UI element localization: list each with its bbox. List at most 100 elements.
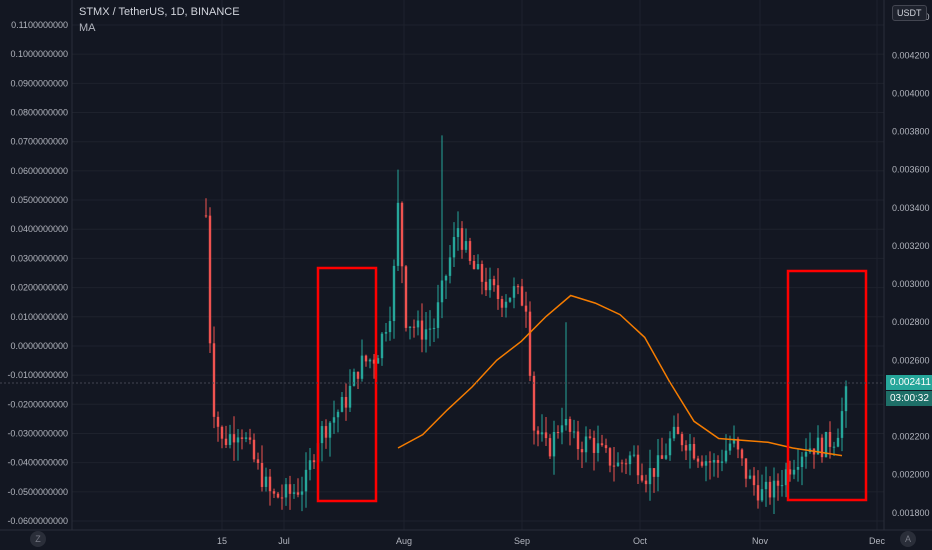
candle <box>440 135 444 319</box>
candle-body <box>496 285 500 300</box>
candle <box>548 434 552 459</box>
candle <box>232 416 236 461</box>
candle-body <box>752 475 756 486</box>
candle <box>560 407 564 445</box>
candle <box>472 254 476 270</box>
candle <box>552 420 556 475</box>
candle <box>572 419 576 439</box>
auto-scale-button[interactable]: A <box>900 531 916 547</box>
candle <box>480 260 484 295</box>
candle <box>780 469 784 497</box>
candle <box>400 201 404 284</box>
candle-body <box>736 438 740 450</box>
candle <box>248 428 252 445</box>
candle <box>720 449 724 472</box>
candle <box>732 425 736 448</box>
left-tick-label: 0.0900000000 <box>10 78 68 88</box>
candle <box>648 449 652 501</box>
right-tick-label: 0.004000 <box>892 88 930 98</box>
countdown-tag: 03:00:32 <box>886 391 932 406</box>
candle <box>260 445 264 492</box>
candle-body <box>748 475 752 479</box>
candle <box>596 425 600 462</box>
candle-body <box>740 449 744 459</box>
left-tick-label: 0.0400000000 <box>10 224 68 234</box>
candle-body <box>540 432 544 435</box>
left-tick-label: 0.1100000000 <box>11 20 68 30</box>
candle-body <box>692 444 696 459</box>
candle-body <box>744 458 748 479</box>
candle-body <box>760 489 764 501</box>
candle-body <box>688 444 692 451</box>
candle <box>320 420 324 462</box>
grid-lines <box>72 0 884 530</box>
timezone-button[interactable]: Z <box>30 531 46 547</box>
candle-body <box>604 445 608 449</box>
candle <box>264 467 268 492</box>
candle <box>332 400 336 434</box>
candle-body <box>824 431 828 458</box>
candle-body <box>828 431 832 447</box>
candle-body <box>580 449 584 453</box>
candle <box>804 438 808 469</box>
candle <box>464 228 468 253</box>
candle <box>508 297 512 303</box>
candle-body <box>488 279 492 291</box>
candle <box>692 437 696 461</box>
candle <box>696 455 700 468</box>
candle-body <box>728 443 732 451</box>
candle-body <box>516 286 520 288</box>
candle-body <box>436 302 440 328</box>
candle-body <box>420 320 424 340</box>
candle <box>772 467 776 514</box>
candle-body <box>524 305 528 312</box>
candle-body <box>804 452 808 457</box>
candle-body <box>444 275 448 281</box>
candle-body <box>788 469 792 475</box>
candle-body <box>448 257 452 276</box>
candle <box>668 431 672 461</box>
candle <box>468 237 472 265</box>
candle <box>676 413 680 435</box>
left-tick-label: 0.0700000000 <box>10 137 68 147</box>
candle-body <box>592 437 596 453</box>
candle-body <box>612 465 616 467</box>
candle <box>368 358 372 369</box>
time-tick-label: Aug <box>396 536 412 546</box>
candle <box>416 310 420 336</box>
candle-body <box>716 460 720 463</box>
left-tick-label: -0.0100000000 <box>7 370 68 380</box>
indicator-label[interactable]: MA <box>79 22 96 34</box>
candle-body <box>512 286 516 298</box>
candle <box>236 428 240 461</box>
candle-body <box>388 321 392 333</box>
candle <box>768 476 772 505</box>
candle <box>528 301 532 382</box>
candle-body <box>340 397 344 412</box>
candle <box>308 448 312 481</box>
candle <box>456 211 460 251</box>
candle-body <box>328 422 332 438</box>
candle <box>324 419 328 449</box>
right-tick-label: 0.002800 <box>892 317 930 327</box>
candle <box>356 371 360 390</box>
candle <box>284 478 288 506</box>
candle-body <box>344 397 348 408</box>
candle-body <box>240 437 244 439</box>
candle-body <box>700 461 704 466</box>
candle <box>816 425 820 455</box>
candle-body <box>820 437 824 458</box>
candle-body <box>652 468 656 477</box>
candle <box>620 459 624 473</box>
candle <box>776 473 780 501</box>
right-tick-label: 0.001800 <box>892 508 930 518</box>
candle-body <box>376 358 380 364</box>
currency-button[interactable]: USDT <box>892 5 927 21</box>
candle-body <box>232 434 236 443</box>
time-tick-label: Nov <box>752 536 769 546</box>
candle-body <box>544 432 548 439</box>
candle <box>500 295 504 317</box>
candle <box>568 416 572 446</box>
